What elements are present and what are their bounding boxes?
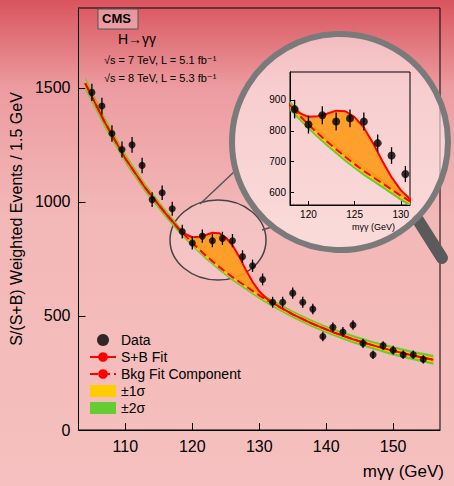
svg-text:CMS: CMS bbox=[102, 11, 131, 26]
svg-text:√s = 7 TeV, L = 5.1 fb⁻¹: √s = 7 TeV, L = 5.1 fb⁻¹ bbox=[104, 54, 217, 66]
svg-text:130: 130 bbox=[246, 438, 273, 455]
svg-text:H→γγ: H→γγ bbox=[118, 31, 156, 47]
svg-text:mγγ (GeV): mγγ (GeV) bbox=[363, 462, 444, 481]
svg-text:Data: Data bbox=[121, 332, 151, 348]
svg-text:S+B Fit: S+B Fit bbox=[121, 349, 167, 365]
svg-text:900: 900 bbox=[269, 94, 286, 105]
svg-text:800: 800 bbox=[269, 125, 286, 136]
svg-text:120: 120 bbox=[300, 209, 317, 220]
svg-text:125: 125 bbox=[346, 209, 363, 220]
svg-text:120: 120 bbox=[179, 438, 206, 455]
svg-text:0: 0 bbox=[62, 422, 71, 439]
svg-text:110: 110 bbox=[113, 438, 139, 455]
svg-text:±2σ: ±2σ bbox=[121, 400, 145, 416]
svg-text:Bkg Fit Component: Bkg Fit Component bbox=[121, 366, 241, 382]
svg-text:1500: 1500 bbox=[35, 79, 71, 96]
svg-text:mγγ (GeV): mγγ (GeV) bbox=[352, 222, 395, 232]
svg-text:140: 140 bbox=[313, 438, 340, 455]
svg-text:±1σ: ±1σ bbox=[121, 383, 145, 399]
svg-text:√s = 8 TeV, L = 5.3 fb⁻¹: √s = 8 TeV, L = 5.3 fb⁻¹ bbox=[104, 72, 217, 84]
svg-text:150: 150 bbox=[380, 438, 407, 455]
svg-text:1000: 1000 bbox=[35, 193, 71, 210]
svg-text:130: 130 bbox=[392, 209, 409, 220]
svg-text:S/(S+B) Weighted Events / 1.5: S/(S+B) Weighted Events / 1.5 GeV bbox=[8, 92, 25, 346]
svg-text:500: 500 bbox=[44, 307, 71, 324]
svg-text:600: 600 bbox=[269, 187, 286, 198]
svg-text:700: 700 bbox=[269, 156, 286, 167]
